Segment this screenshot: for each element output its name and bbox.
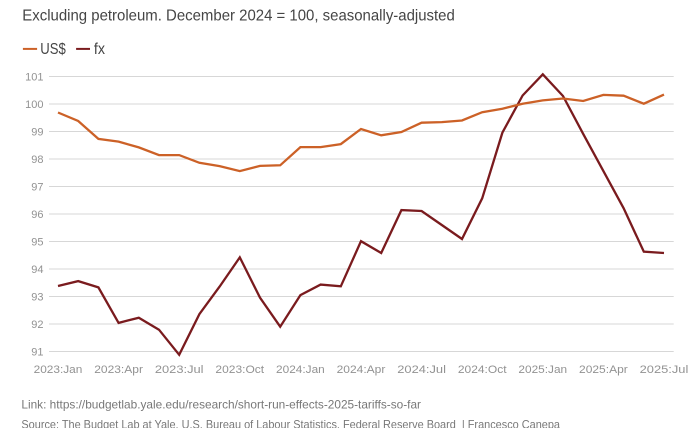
svg-text:100: 100 (25, 99, 43, 111)
svg-text:2025:Apr: 2025:Apr (579, 364, 628, 376)
svg-text:2024:Apr: 2024:Apr (337, 364, 386, 376)
svg-text:2023:Oct: 2023:Oct (215, 364, 264, 376)
svg-text:91: 91 (31, 347, 43, 359)
svg-text:2023:Jul: 2023:Jul (155, 364, 204, 376)
svg-text:97: 97 (31, 182, 43, 194)
svg-text:Source: The Budget Lab at Yale: Source: The Budget Lab at Yale, U.S. Bur… (21, 419, 560, 429)
svg-text:98: 98 (31, 154, 43, 166)
svg-text:2024:Jan: 2024:Jan (276, 364, 325, 376)
svg-text:93: 93 (31, 292, 43, 304)
svg-text:2023:Jan: 2023:Jan (34, 364, 83, 376)
svg-text:2025:Jan: 2025:Jan (518, 364, 567, 376)
svg-text:2024:Oct: 2024:Oct (458, 364, 507, 376)
svg-text:Excluding petroleum. December: Excluding petroleum. December 2024 = 100… (22, 8, 455, 25)
svg-text:fx: fx (94, 41, 105, 58)
svg-text:Link: https://budgetlab.yale.e: Link: https://budgetlab.yale.edu/researc… (21, 398, 421, 411)
svg-text:2024:Jul: 2024:Jul (397, 364, 446, 376)
svg-text:94: 94 (31, 264, 43, 276)
svg-text:2023:Apr: 2023:Apr (94, 364, 143, 376)
svg-text:99: 99 (31, 127, 43, 139)
svg-text:101: 101 (25, 72, 43, 84)
svg-text:2025:Jul: 2025:Jul (640, 364, 689, 376)
svg-text:96: 96 (31, 209, 43, 221)
svg-text:US$: US$ (40, 41, 66, 58)
svg-text:95: 95 (31, 237, 43, 249)
svg-text:92: 92 (31, 319, 43, 331)
